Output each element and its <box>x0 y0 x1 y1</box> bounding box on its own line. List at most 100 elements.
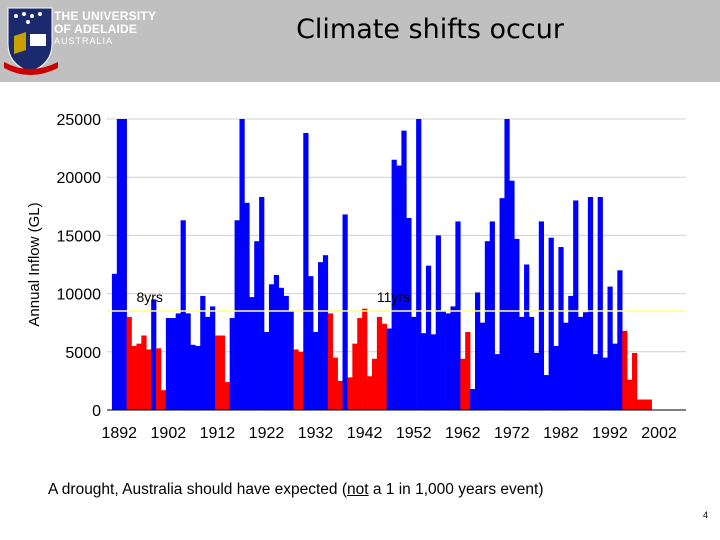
dry-year-bar <box>460 358 466 410</box>
x-tick-label: 1992 <box>592 425 628 442</box>
wet-year-bar <box>175 313 181 410</box>
drought-duration-annotation: 8yrs <box>136 289 162 305</box>
wet-year-bar <box>121 119 127 410</box>
wet-year-bar <box>607 286 613 410</box>
dry-year-bar <box>376 316 383 410</box>
y-tick-label: 25000 <box>57 112 102 129</box>
wet-year-bar <box>450 306 456 410</box>
dry-year-bar <box>126 316 132 410</box>
wet-year-bar <box>475 292 481 410</box>
dry-year-bar <box>646 399 652 410</box>
wet-year-bar <box>416 119 422 410</box>
wet-year-bar <box>229 318 235 410</box>
wet-year-bar <box>205 316 211 410</box>
crest-star <box>38 12 42 16</box>
wet-year-bar <box>578 316 584 410</box>
x-tick-label: 1892 <box>101 425 137 442</box>
wet-year-bar <box>597 196 603 410</box>
wet-year-bar <box>268 284 275 410</box>
wet-year-bar <box>278 287 284 410</box>
wet-year-bar <box>587 196 594 410</box>
wet-year-bar <box>273 274 280 410</box>
wet-year-bar <box>210 306 216 410</box>
wet-year-bar <box>430 334 437 410</box>
wet-year-bar <box>264 332 270 410</box>
wet-year-bar <box>509 180 515 410</box>
wet-year-bar <box>239 119 245 410</box>
x-tick-label: 1902 <box>151 425 187 442</box>
wet-year-bar <box>445 313 451 410</box>
wet-year-bar <box>116 119 123 410</box>
dry-year-bar <box>641 399 648 410</box>
y-tick-label: 5000 <box>65 345 101 362</box>
wet-year-bar <box>548 237 554 410</box>
wet-year-bar <box>573 200 579 410</box>
wet-year-bar <box>592 354 598 410</box>
dry-year-bar <box>327 313 334 410</box>
caption-text-start: A drought, Australia should have expecte… <box>48 481 348 498</box>
wet-year-bar <box>317 262 324 410</box>
wet-year-bar <box>538 221 545 410</box>
x-tick-label: 1962 <box>445 425 481 442</box>
dry-year-bar <box>136 343 142 410</box>
wet-year-bar <box>391 159 397 410</box>
wet-year-bar <box>234 220 240 410</box>
dry-year-bar <box>357 318 363 410</box>
wet-year-bar <box>200 295 206 410</box>
crest-star <box>14 14 18 18</box>
university-country: AUSTRALIA <box>54 36 114 47</box>
dry-year-bar <box>219 335 226 410</box>
wet-year-bar <box>470 389 476 410</box>
dry-year-bar <box>636 399 643 410</box>
dry-year-bar <box>160 390 167 410</box>
x-tick-label: 1952 <box>396 425 432 442</box>
crest-star <box>26 20 30 24</box>
dry-year-bar <box>293 349 299 410</box>
wet-year-bar <box>528 316 535 410</box>
dry-year-bar <box>622 330 628 410</box>
university-name-line1: THE UNIVERSITY <box>54 9 157 23</box>
wet-year-bar <box>401 130 407 410</box>
dry-year-bar <box>224 382 230 410</box>
wet-year-bar <box>425 265 432 410</box>
wet-year-bar <box>504 119 510 410</box>
dry-year-bar <box>627 379 633 410</box>
wet-year-bar <box>254 241 260 410</box>
y-tick-label: 15000 <box>57 228 102 245</box>
wet-year-bar <box>612 343 618 410</box>
university-name-line2: OF ADELAIDE <box>54 21 138 36</box>
wet-year-bar <box>308 276 314 410</box>
crest-lion-icon <box>14 32 26 54</box>
crest-star <box>30 14 34 18</box>
wet-year-bar <box>499 198 505 410</box>
wet-year-bar <box>151 299 157 410</box>
slide-header: THE UNIVERSITY OF ADELAIDE AUSTRALIA Cli… <box>0 0 720 82</box>
x-tick-label: 2002 <box>641 425 677 442</box>
wet-year-bar <box>303 132 309 410</box>
x-tick-label: 1982 <box>543 425 579 442</box>
wet-year-bar <box>406 217 412 410</box>
wet-year-bar <box>259 196 265 410</box>
wet-year-bar <box>111 273 118 410</box>
y-tick-label: 20000 <box>57 170 102 187</box>
x-tick-label: 1972 <box>494 425 530 442</box>
y-tick-label: 10000 <box>57 287 102 304</box>
dry-year-bar <box>371 358 378 410</box>
wet-year-bar <box>489 221 495 410</box>
wet-year-bar <box>602 357 608 410</box>
university-name: THE UNIVERSITY OF ADELAIDE AUSTRALIA <box>54 10 156 47</box>
crest-book-icon <box>30 34 46 46</box>
wet-year-bar <box>411 316 417 410</box>
wet-year-bar <box>558 247 564 410</box>
dry-year-bar <box>214 335 221 410</box>
crest-ribbon <box>4 62 58 75</box>
dry-year-bar <box>347 377 353 410</box>
wet-year-bar <box>617 270 623 410</box>
dry-year-bar <box>298 351 304 410</box>
wet-year-bar <box>283 295 289 410</box>
dry-year-bar <box>632 352 638 410</box>
y-tick-label: 0 <box>92 403 101 420</box>
crest-star <box>22 12 26 16</box>
wet-year-bar <box>342 214 348 410</box>
wet-year-bar <box>582 312 589 410</box>
